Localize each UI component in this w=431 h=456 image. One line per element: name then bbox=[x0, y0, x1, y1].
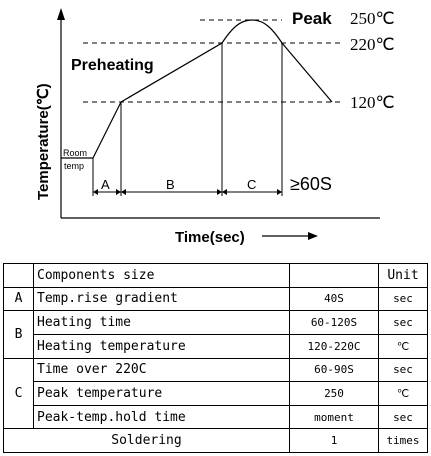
reflow-spec-table: Components size Unit A Temp.rise gradien… bbox=[3, 263, 428, 453]
row-name: Heating time bbox=[33, 310, 290, 335]
table-header-row: Components size Unit bbox=[3, 263, 428, 288]
soldering-label: Soldering bbox=[3, 428, 290, 453]
soldering-unit: times bbox=[378, 428, 428, 453]
table-header-empty bbox=[3, 263, 34, 288]
soldering-value: 1 bbox=[289, 428, 379, 453]
row-unit: sec bbox=[378, 310, 428, 335]
row-value: 250 bbox=[289, 381, 379, 406]
row-unit: sec bbox=[378, 404, 428, 430]
row-value: moment bbox=[289, 404, 379, 430]
preheating-label: Preheating bbox=[71, 57, 154, 74]
soldering-row: Soldering 1 times bbox=[3, 428, 428, 453]
zone-c-label: C bbox=[247, 177, 256, 192]
table-row: B Heating time 60-120S sec bbox=[3, 310, 428, 359]
row-value: 120-220C bbox=[289, 333, 379, 359]
temp-250-label: 250℃ bbox=[350, 9, 395, 28]
temperature-profile-curve bbox=[61, 19, 333, 159]
row-name: Heating temperature bbox=[33, 333, 290, 359]
y-axis-arrow bbox=[57, 8, 65, 20]
y-axis-label: Temperature(℃) bbox=[35, 83, 52, 200]
arrow-a-left bbox=[93, 189, 98, 195]
table-row: Heating temperature 120-220C ℃ bbox=[4, 333, 428, 359]
group-label: A bbox=[3, 286, 34, 312]
temp-220-label: 220℃ bbox=[350, 35, 395, 54]
temp-120-label: 120℃ bbox=[350, 93, 395, 112]
row-unit: ℃ bbox=[378, 333, 428, 359]
arrow-c-left bbox=[222, 189, 227, 195]
room-temp-label-line1: Room bbox=[63, 148, 87, 158]
row-value: 60-120S bbox=[289, 310, 379, 335]
hold-time-label: ≥60S bbox=[290, 174, 332, 194]
table-row: A Temp.rise gradient 40S sec bbox=[3, 286, 428, 312]
table-header-unit: Unit bbox=[378, 263, 428, 288]
row-value: 60-90S bbox=[289, 357, 379, 383]
time-arrow-head bbox=[308, 232, 318, 240]
reflow-profile-diagram: Temperature(℃) Time(sec) Peak Preheating… bbox=[35, 8, 395, 246]
table-row: Peak-temp.hold time moment sec bbox=[4, 404, 428, 430]
zone-a-label: A bbox=[101, 177, 110, 192]
arrow-b-left bbox=[121, 189, 126, 195]
table-row: C Time over 220C 60-90S sec bbox=[3, 357, 428, 430]
row-name: Peak-temp.hold time bbox=[33, 404, 290, 430]
row-name: Temp.rise gradient bbox=[33, 286, 290, 312]
table-row: Peak temperature 250 ℃ bbox=[4, 381, 428, 406]
group-label: C bbox=[3, 357, 34, 430]
arrow-c-right bbox=[277, 189, 282, 195]
zone-b-label: B bbox=[166, 177, 175, 192]
arrow-a-right bbox=[116, 189, 121, 195]
row-value: 40S bbox=[289, 286, 379, 312]
table-header-value bbox=[289, 263, 379, 288]
row-name: Peak temperature bbox=[33, 381, 290, 406]
row-name: Time over 220C bbox=[33, 357, 290, 383]
arrow-b-right bbox=[217, 189, 222, 195]
x-axis-label: Time(sec) bbox=[175, 229, 245, 246]
room-temp-label-line2: temp bbox=[64, 161, 84, 171]
row-unit: ℃ bbox=[378, 381, 428, 406]
row-unit: sec bbox=[378, 286, 428, 312]
group-label: B bbox=[3, 310, 34, 359]
row-unit: sec bbox=[378, 357, 428, 383]
peak-label: Peak bbox=[292, 9, 332, 28]
table-header-name: Components size bbox=[33, 263, 290, 288]
